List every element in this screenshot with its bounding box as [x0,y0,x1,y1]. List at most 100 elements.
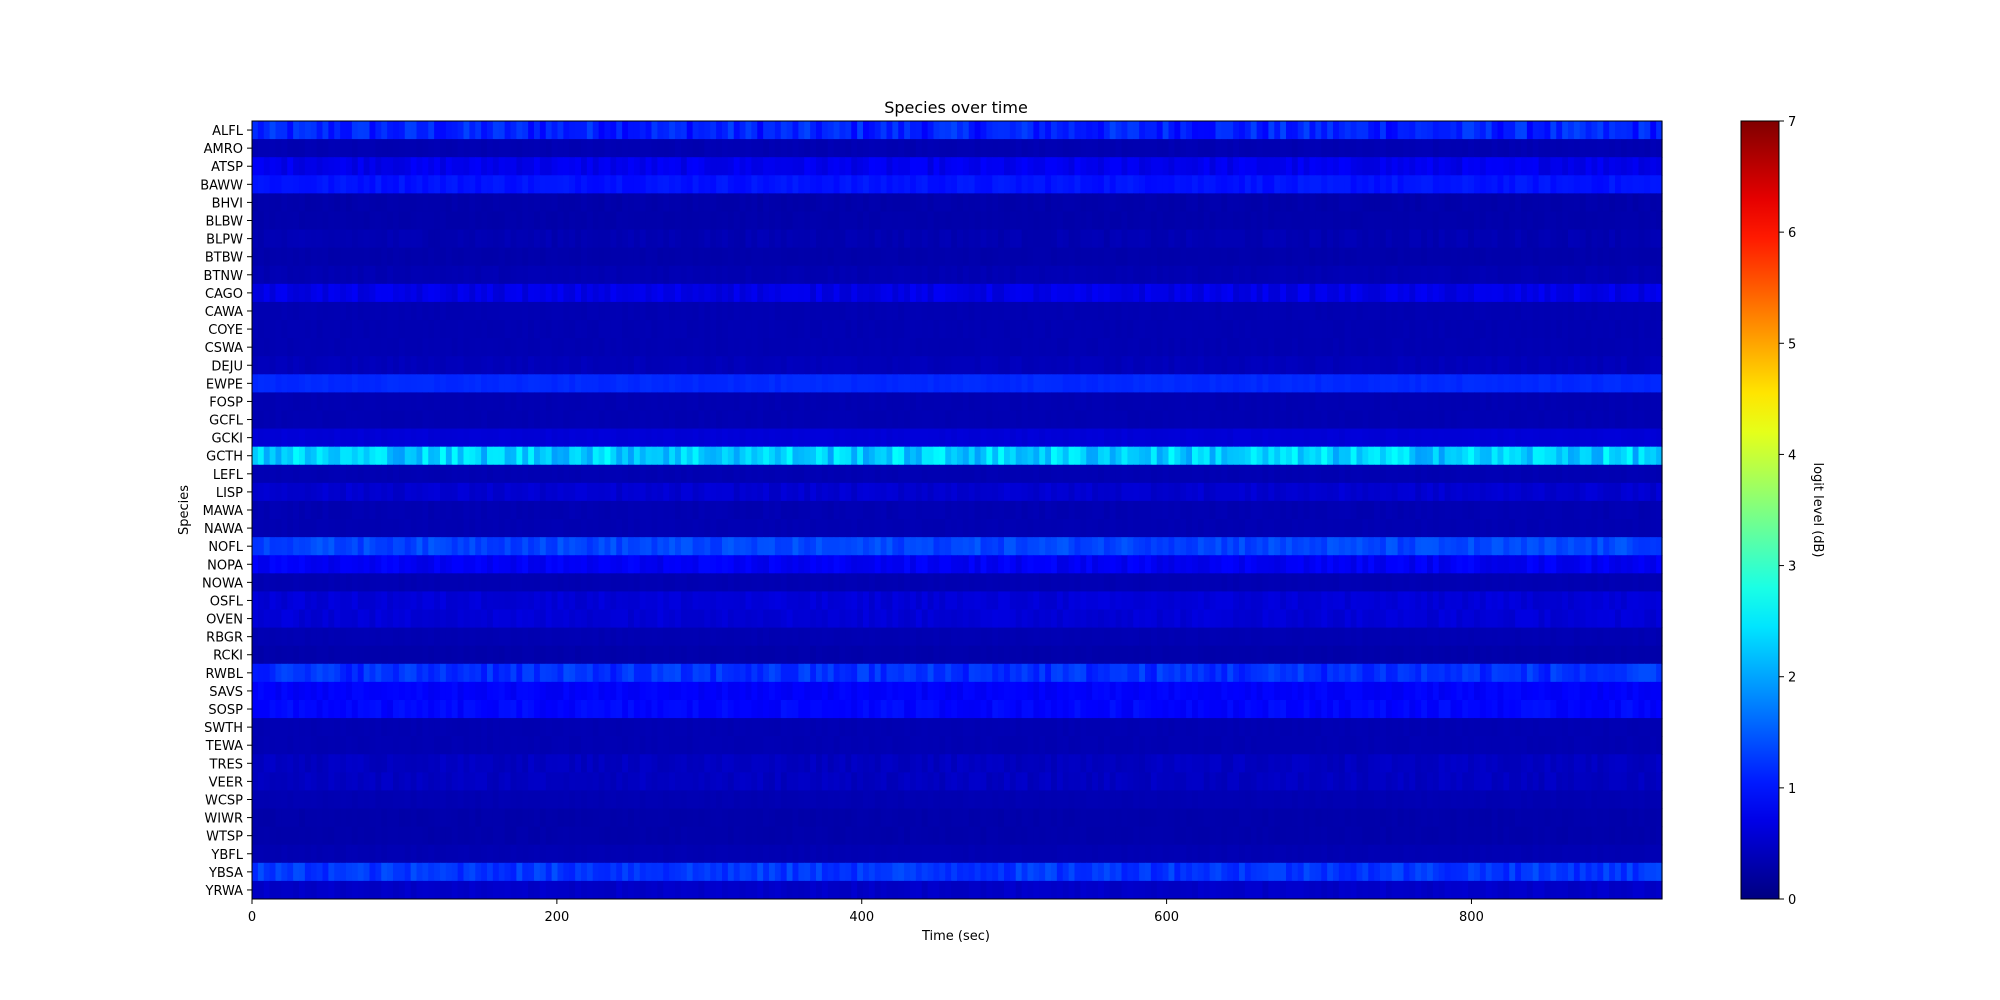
heatmap-cell [833,374,841,393]
heatmap-cell [1550,356,1557,375]
heatmap-cell [1086,482,1093,502]
heatmap-cell [275,283,282,303]
heatmap-cell [1415,338,1422,357]
heatmap-cell [1021,356,1029,375]
heatmap-cell [1515,464,1522,484]
heatmap-cell [1626,283,1634,303]
heatmap-cell [469,374,476,393]
heatmap-cell [1509,175,1516,194]
heatmap-cell [827,175,835,194]
heatmap-cell [1315,247,1322,267]
heatmap-cell [516,247,523,267]
heatmap-cell [1250,410,1258,430]
heatmap-cell [868,193,876,212]
heatmap-cell [610,193,617,212]
heatmap-cell [727,283,735,303]
heatmap-cell [1438,301,1446,321]
heatmap-cell [1579,247,1587,267]
heatmap-cell [1186,139,1193,158]
heatmap-cell [1344,374,1352,393]
heatmap-cell [1256,229,1264,249]
heatmap-cell [751,193,758,212]
heatmap-cell [1432,265,1440,285]
heatmap-cell [951,139,958,158]
heatmap-cell [939,464,946,484]
heatmap-cell [1186,446,1193,466]
heatmap-cell [539,193,547,212]
heatmap-cell [1150,211,1158,231]
heatmap-cell [269,283,277,303]
heatmap-cell [1374,392,1381,411]
heatmap-cell [398,338,406,357]
heatmap-cell [1532,301,1540,321]
heatmap-cell [680,229,688,249]
heatmap-cell [898,121,905,140]
heatmap-cell [722,157,729,176]
heatmap-cell [263,356,271,375]
heatmap-cell [463,428,470,448]
heatmap-cell [322,301,329,321]
heatmap-cell [915,482,923,502]
heatmap-cell [1468,211,1475,231]
heatmap-cell [1150,247,1158,267]
heatmap-cell [1033,247,1040,267]
heatmap-cell [945,121,952,140]
heatmap-cell [1315,374,1322,393]
heatmap-cell [1650,283,1657,303]
heatmap-cell [1197,175,1205,194]
heatmap-cell [1168,211,1175,231]
heatmap-cell [1309,139,1316,158]
heatmap-cell [1380,446,1387,466]
heatmap-cell [957,301,964,321]
heatmap-cell [557,392,564,411]
heatmap-cell [739,301,747,321]
heatmap-cell [1268,229,1275,249]
heatmap-cell [1438,121,1446,140]
heatmap-cell [575,193,582,212]
heatmap-cell [786,157,794,176]
heatmap-cell [1021,338,1029,357]
heatmap-cell [1203,211,1211,231]
heatmap-cell [328,464,335,484]
heatmap-cell [1497,229,1504,249]
heatmap-cell [851,410,858,430]
heatmap-cell [398,464,406,484]
heatmap-cell [1438,464,1446,484]
heatmap-cell [1362,283,1369,303]
heatmap-cell [1297,464,1305,484]
heatmap-cell [1468,392,1475,411]
heatmap-cell [539,464,547,484]
heatmap-cell [1062,283,1070,303]
heatmap-cell [551,446,559,466]
heatmap-cell [1039,121,1046,140]
heatmap-cell [1462,356,1469,375]
heatmap-cell [939,283,946,303]
heatmap-cell [563,157,570,176]
heatmap-cell [1603,338,1610,357]
heatmap-cell [598,283,606,303]
heatmap-cell [1333,229,1340,249]
heatmap-cell [1409,157,1416,176]
heatmap-cell [1321,446,1328,466]
heatmap-cell [1333,392,1340,411]
heatmap-cell [504,482,512,502]
heatmap-cell [1656,356,1663,375]
heatmap-cell [868,229,876,249]
heatmap-cell [504,301,512,321]
heatmap-cell [1162,211,1170,231]
heatmap-cell [1039,265,1046,285]
heatmap-cell [1479,320,1487,339]
heatmap-cell [722,320,729,339]
heatmap-cell [357,211,365,231]
heatmap-cell [1239,374,1246,393]
heatmap-cell [686,464,694,484]
heatmap-cell [1297,301,1305,321]
heatmap-cell [1215,428,1222,448]
heatmap-cell [1051,175,1058,194]
heatmap-cell [475,283,482,303]
heatmap-cell [469,247,476,267]
heatmap-cell [645,464,653,484]
heatmap-cell [322,193,329,212]
heatmap-cell [957,265,964,285]
heatmap-cell [716,121,723,140]
